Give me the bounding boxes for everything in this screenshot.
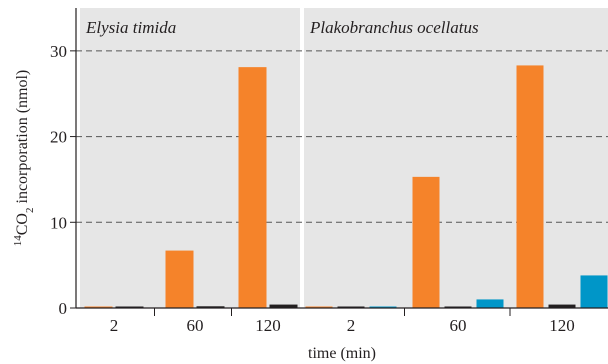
bar xyxy=(165,250,194,308)
bar xyxy=(412,176,440,308)
x-tick-label: 2 xyxy=(110,316,119,335)
bars-layer xyxy=(84,65,608,309)
y-axis-title-rest: incorporation (nmol) xyxy=(14,70,31,208)
y-tick-label: 0 xyxy=(59,299,68,318)
bar xyxy=(305,306,333,308)
bar xyxy=(444,306,472,308)
panel-title: Elysia timida xyxy=(85,18,176,37)
bar xyxy=(369,306,397,308)
bar xyxy=(84,306,113,308)
y-axis-title-subscript: 2 xyxy=(24,208,36,214)
x-axis-title: time (min) xyxy=(308,345,376,362)
axes-layer: 2 60 120 2 60 120 0 10 20 30 xyxy=(50,8,608,335)
bar xyxy=(196,306,225,308)
bar xyxy=(337,306,365,308)
bar xyxy=(580,275,608,308)
bar xyxy=(476,299,504,308)
x-tick-label: 2 xyxy=(347,316,356,335)
y-tick-label: 20 xyxy=(50,128,67,147)
x-tick-label: 120 xyxy=(549,316,575,335)
bar xyxy=(548,304,576,308)
bar xyxy=(115,306,144,308)
panel-title: Plakobranchus ocellatus xyxy=(309,18,479,37)
bar xyxy=(269,304,298,308)
bar xyxy=(516,65,544,308)
y-axis-title-main: CO xyxy=(14,213,31,235)
panel-background xyxy=(304,8,608,308)
y-tick-label: 30 xyxy=(50,42,67,61)
x-tick-label: 120 xyxy=(255,316,281,335)
bar xyxy=(238,67,267,309)
y-axis-title-superscript: 14 xyxy=(12,235,24,247)
x-tick-label: 60 xyxy=(187,316,204,335)
x-tick-label: 60 xyxy=(450,316,467,335)
y-axis-title: 14CO2 incorporation (nmol) xyxy=(12,70,36,246)
y-tick-label: 10 xyxy=(50,213,67,232)
